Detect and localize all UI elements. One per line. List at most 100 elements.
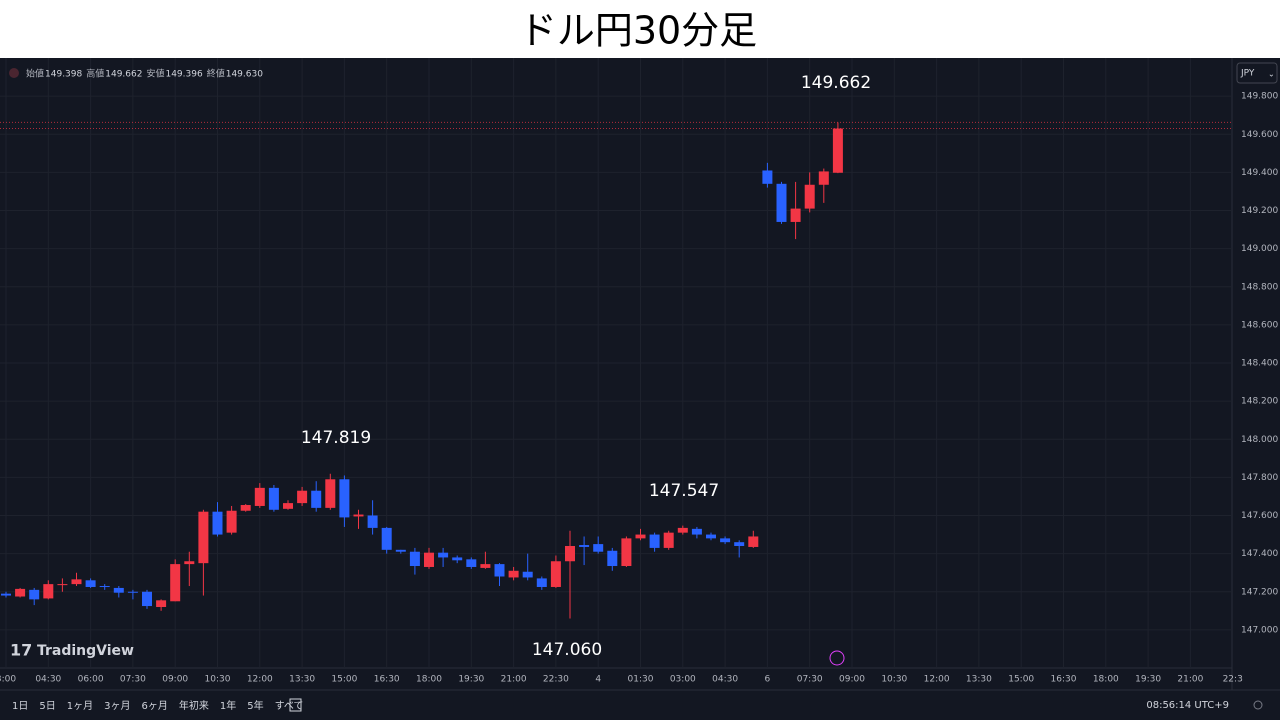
y-tick-label: 149.200 bbox=[1241, 206, 1278, 216]
candle-body bbox=[254, 487, 265, 506]
ohlc-value: 149.630 bbox=[226, 70, 263, 80]
y-tick-label: 149.800 bbox=[1241, 92, 1278, 102]
brand: TradingView bbox=[37, 643, 134, 659]
range-button[interactable]: 1年 bbox=[220, 699, 236, 712]
candle-body bbox=[706, 534, 716, 539]
candle-body bbox=[649, 534, 660, 548]
candle-body bbox=[452, 557, 463, 561]
candle-body bbox=[804, 184, 815, 209]
candle-body bbox=[818, 171, 829, 185]
x-tick-label: 10:30 bbox=[881, 675, 907, 685]
x-tick-label: 12:00 bbox=[247, 675, 273, 685]
range-button[interactable]: 5年 bbox=[247, 699, 263, 712]
range-button[interactable]: 5日 bbox=[39, 701, 55, 712]
candle-body bbox=[677, 527, 688, 533]
x-tick-label: 04:30 bbox=[35, 675, 61, 685]
x-tick-label: 04:30 bbox=[712, 675, 738, 685]
range-button[interactable]: 1ヶ月 bbox=[67, 700, 93, 712]
x-tick-label: 13:30 bbox=[966, 675, 992, 685]
y-tick-label: 148.000 bbox=[1241, 435, 1278, 445]
candle-body bbox=[480, 564, 491, 568]
x-tick-label: 19:30 bbox=[1135, 675, 1161, 685]
y-tick-label: 148.800 bbox=[1241, 282, 1278, 292]
candle-body bbox=[71, 579, 82, 585]
candle-body bbox=[438, 552, 449, 558]
candle-body bbox=[734, 542, 745, 546]
x-tick-label: 13:30 bbox=[289, 675, 315, 685]
candle-body bbox=[607, 550, 618, 567]
candle-body bbox=[142, 591, 152, 607]
y-tick-label: 147.200 bbox=[1241, 587, 1278, 597]
y-tick-label: 147.000 bbox=[1241, 625, 1278, 635]
event-icon[interactable] bbox=[829, 650, 845, 666]
candle-body bbox=[85, 580, 96, 587]
candle-body bbox=[127, 591, 138, 593]
candle-body bbox=[156, 600, 167, 607]
candle-body bbox=[268, 487, 279, 510]
date-range-icon[interactable] bbox=[289, 698, 302, 712]
candle-body bbox=[691, 528, 702, 535]
x-tick-label: 22:3 bbox=[1223, 675, 1243, 685]
candle-body bbox=[776, 183, 787, 222]
y-tick-label: 148.600 bbox=[1241, 320, 1278, 330]
title-bar bbox=[0, 0, 1280, 58]
x-tick-label: 16:30 bbox=[374, 675, 400, 685]
settings-icon[interactable] bbox=[1253, 700, 1263, 710]
brand-logo: 17 bbox=[10, 641, 32, 660]
range-button[interactable]: 1日 bbox=[12, 701, 28, 712]
x-tick-label: 16:30 bbox=[1051, 675, 1077, 685]
x-tick-label: 09:00 bbox=[162, 675, 188, 685]
candle-body bbox=[184, 561, 195, 565]
x-tick-label: 15:00 bbox=[331, 675, 357, 685]
candle-body bbox=[170, 564, 181, 602]
candle-body bbox=[99, 586, 110, 588]
candle-body bbox=[494, 564, 505, 577]
candle-body bbox=[395, 549, 406, 552]
x-tick-label: 15:00 bbox=[1008, 675, 1034, 685]
candle-body bbox=[1, 593, 11, 596]
candle-body bbox=[536, 578, 547, 587]
x-tick-label: 07:30 bbox=[797, 675, 823, 685]
candle-body bbox=[593, 544, 604, 552]
symbol-icon bbox=[9, 68, 19, 78]
candle-body bbox=[353, 514, 364, 517]
candle-body bbox=[325, 479, 336, 508]
y-tick-label: 149.000 bbox=[1241, 244, 1278, 254]
candle-body bbox=[579, 545, 590, 547]
y-tick-label: 147.600 bbox=[1241, 511, 1278, 521]
x-tick-label: 06:00 bbox=[78, 675, 104, 685]
x-tick-label: 12:00 bbox=[924, 675, 950, 685]
candle-body bbox=[748, 536, 759, 547]
chart-title: ドル円30分足 bbox=[519, 9, 757, 53]
candle-body bbox=[409, 551, 420, 567]
candle-body bbox=[790, 208, 801, 222]
annotation: 147.060 bbox=[532, 640, 602, 660]
ohlc-value: 149.398 bbox=[45, 70, 82, 80]
candle-body bbox=[367, 515, 378, 528]
y-tick-label: 149.400 bbox=[1241, 168, 1278, 178]
annotation: 149.662 bbox=[801, 73, 871, 93]
candle-body bbox=[29, 589, 40, 600]
candle-body bbox=[621, 538, 632, 567]
x-tick-label: 21:00 bbox=[1177, 675, 1203, 685]
candle-body bbox=[240, 505, 251, 511]
x-tick-label: 18:00 bbox=[1093, 675, 1119, 685]
candle-body bbox=[339, 479, 350, 518]
ohlc-label: 安値 bbox=[146, 68, 164, 80]
candle-body bbox=[226, 510, 237, 533]
x-tick-label: 19:30 bbox=[458, 675, 484, 685]
ohlc-label: 高値 bbox=[86, 68, 104, 80]
x-tick-label: 03:00 bbox=[670, 675, 696, 685]
range-button[interactable]: 6ヶ月 bbox=[142, 700, 168, 712]
y-tick-label: 147.800 bbox=[1241, 473, 1278, 483]
x-tick-label: 4 bbox=[595, 675, 601, 685]
range-button[interactable]: すべて bbox=[275, 700, 304, 712]
x-tick-label: 6 bbox=[765, 675, 771, 685]
x-tick-label: 07:30 bbox=[120, 675, 146, 685]
ohlc-label: 始値 bbox=[26, 68, 44, 80]
range-button[interactable]: 年初来 bbox=[179, 699, 209, 712]
candle-body bbox=[43, 584, 54, 599]
currency-select[interactable] bbox=[1236, 62, 1278, 84]
range-button[interactable]: 3ヶ月 bbox=[104, 700, 130, 712]
